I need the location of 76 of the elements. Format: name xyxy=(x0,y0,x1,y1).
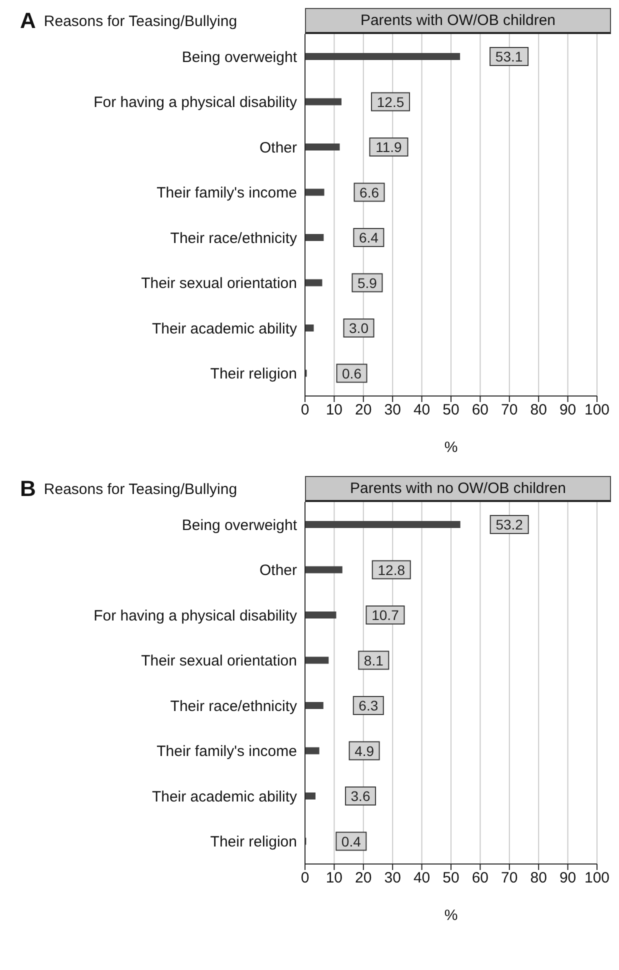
bar xyxy=(305,188,324,196)
y-tick-label: For having a physical disability xyxy=(94,607,298,624)
data-label: 12.8 xyxy=(378,562,406,578)
x-tick-label: 60 xyxy=(472,870,489,887)
data-label: 3.0 xyxy=(349,320,369,336)
x-tick-label: 30 xyxy=(384,870,401,887)
data-label: 53.2 xyxy=(496,516,524,533)
data-label: 53.1 xyxy=(495,48,523,65)
bar xyxy=(305,53,460,60)
y-tick-label: Their religion xyxy=(210,366,297,383)
x-tick-label: 50 xyxy=(442,402,460,419)
data-label: 0.4 xyxy=(341,833,362,850)
x-tick-label: 0 xyxy=(300,870,310,887)
x-tick-label: 90 xyxy=(559,402,576,419)
y-tick-label: Their religion xyxy=(210,834,297,851)
bar xyxy=(305,279,322,286)
bar xyxy=(305,566,342,574)
y-tick-label: Being overweight xyxy=(182,516,298,534)
chart-subtitle: Parents with OW/OB children xyxy=(305,8,611,34)
x-tick-label: 30 xyxy=(384,402,401,419)
x-tick-label: 80 xyxy=(530,870,547,887)
y-tick-label: Their family's income xyxy=(156,743,297,760)
chart-subtitle: Parents with no OW/OB children xyxy=(305,476,611,502)
x-tick-label: 70 xyxy=(501,870,518,887)
x-tick-label: 20 xyxy=(355,870,372,887)
data-label: 11.9 xyxy=(376,139,402,156)
y-tick-label: Other xyxy=(259,562,298,580)
x-tick-label: 20 xyxy=(355,402,372,419)
bar xyxy=(305,792,316,800)
x-tick-label: 0 xyxy=(300,402,310,419)
x-tick-label: 100 xyxy=(584,402,610,419)
data-label: 4.9 xyxy=(354,742,374,759)
x-tick-label: 10 xyxy=(326,870,343,887)
y-tick-label: Other xyxy=(259,139,298,156)
x-axis-title: % xyxy=(444,907,458,924)
bar xyxy=(305,98,342,106)
x-tick-label: 100 xyxy=(584,870,610,887)
x-tick-label: 40 xyxy=(413,870,430,887)
y-tick-label: For having a physical disability xyxy=(94,94,298,112)
data-label: 6.4 xyxy=(358,230,379,246)
x-tick-label: 50 xyxy=(442,870,460,887)
x-tick-label: 60 xyxy=(472,402,489,419)
text: Reasons for Teasing/Bullying xyxy=(44,12,238,30)
data-label: 0.6 xyxy=(342,365,362,382)
y-tick-label: Their race/ethnicity xyxy=(170,230,298,247)
x-tick-label: 90 xyxy=(559,870,576,887)
y-tick-label: Their family's income xyxy=(156,184,297,202)
y-tick-label: Their academic ability xyxy=(152,320,298,338)
bar xyxy=(305,656,329,664)
data-label: 5.9 xyxy=(357,274,378,291)
y-tick-label: Their race/ethnicity xyxy=(170,698,298,715)
text: B xyxy=(20,476,36,502)
y-tick-label: Their sexual orientation xyxy=(141,652,297,670)
y-tick-label: Being overweight xyxy=(182,48,298,66)
bar xyxy=(305,612,336,619)
data-label: 3.6 xyxy=(350,788,370,804)
text: A xyxy=(20,8,36,34)
x-axis-title: % xyxy=(444,439,458,456)
bar xyxy=(305,144,340,151)
bar xyxy=(305,324,314,332)
bar xyxy=(305,234,324,242)
x-tick-label: 40 xyxy=(413,402,430,419)
y-tick-label: Their sexual orientation xyxy=(141,275,297,292)
bar xyxy=(305,747,320,754)
data-label: 6.6 xyxy=(360,184,380,200)
data-label: 8.1 xyxy=(364,652,384,668)
text: Reasons for Teasing/Bullying xyxy=(44,480,238,498)
x-tick-label: 70 xyxy=(501,402,518,419)
y-tick-label: Their academic ability xyxy=(152,788,298,806)
bar xyxy=(305,702,324,710)
data-label: 12.5 xyxy=(376,94,404,110)
bar xyxy=(305,521,460,528)
data-label: 6.3 xyxy=(358,698,378,714)
x-tick-label: 10 xyxy=(326,402,343,419)
x-tick-label: 80 xyxy=(530,402,547,419)
data-label: 10.7 xyxy=(372,607,400,624)
